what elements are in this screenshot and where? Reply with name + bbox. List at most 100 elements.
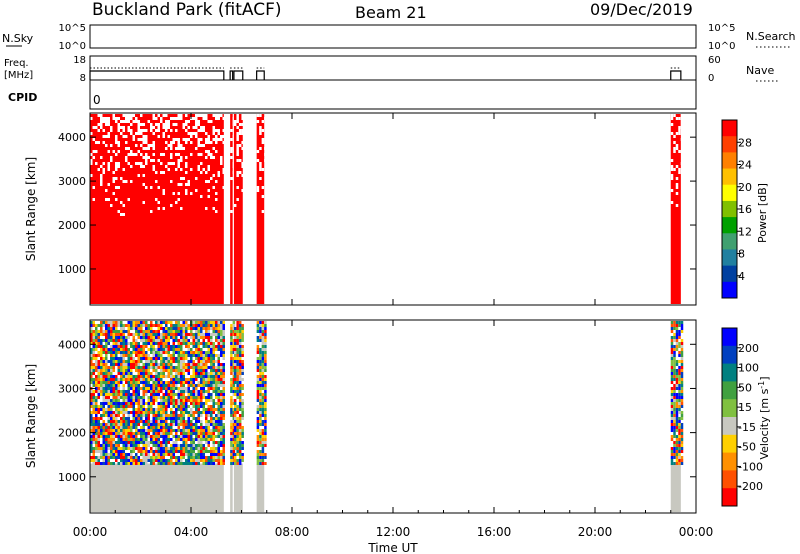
velocity-cell: [675, 408, 679, 411]
colorbar-swatch: [722, 470, 737, 489]
power-gap-cell: [261, 168, 265, 171]
velocity-cell: [264, 435, 267, 438]
velocity-cell: [110, 408, 113, 411]
velocity-cell: [230, 459, 233, 462]
velocity-cell: [112, 342, 115, 345]
velocity-cell: [200, 363, 203, 366]
velocity-cell: [130, 402, 133, 405]
velocity-cell: [107, 417, 110, 420]
velocity-cell: [182, 333, 185, 336]
velocity-cell: [259, 456, 262, 459]
velocity-cell: [122, 453, 125, 456]
velocity-cell: [264, 360, 267, 363]
velocity-cell: [112, 321, 115, 324]
power-gap-cell: [162, 126, 165, 129]
velocity-cell: [212, 354, 215, 357]
velocity-cell: [215, 456, 218, 459]
velocity-cell: [107, 396, 110, 399]
velocity-cell: [182, 378, 185, 381]
velocity-cell: [197, 393, 200, 396]
velocity-cell: [115, 393, 118, 396]
velocity-cell: [233, 336, 237, 339]
velocity-cell: [165, 417, 168, 420]
velocity-cell: [92, 357, 95, 360]
velocity-cell: [170, 426, 173, 429]
velocity-cell: [132, 324, 135, 327]
velocity-cell: [207, 366, 210, 369]
velocity-cell: [145, 441, 148, 444]
velocity-cell: [162, 351, 165, 354]
velocity-cell: [180, 339, 183, 342]
velocity-cell: [241, 429, 244, 432]
velocity-cell: [135, 426, 138, 429]
velocity-cell: [142, 447, 145, 450]
power-gap-cell: [137, 129, 140, 132]
velocity-cell: [132, 342, 135, 345]
velocity-cell: [197, 435, 200, 438]
power-gap-cell: [212, 129, 215, 132]
velocity-cell: [157, 402, 160, 405]
power-gap-cell: [220, 159, 223, 162]
velocity-cell: [125, 435, 128, 438]
velocity-cell: [110, 417, 113, 420]
velocity-cell: [232, 393, 236, 396]
velocity-cell: [135, 414, 138, 417]
velocity-cell: [259, 333, 262, 336]
velocity-cell: [112, 399, 115, 402]
power-gap-cell: [212, 207, 215, 210]
velocity-cell: [670, 393, 674, 396]
velocity-cell: [222, 444, 225, 447]
velocity-cell: [137, 462, 140, 465]
velocity-cell: [232, 402, 236, 405]
power-gap-cell: [137, 132, 140, 135]
velocity-cell: [220, 390, 223, 393]
velocity-cell: [150, 435, 153, 438]
velocity-cell: [155, 351, 158, 354]
velocity-cell: [670, 396, 674, 399]
velocity-cell: [127, 420, 130, 423]
velocity-cell: [241, 378, 244, 381]
velocity-cell: [107, 387, 110, 390]
power-gap-cell: [177, 138, 180, 141]
velocity-cell: [160, 390, 163, 393]
colorbar-swatch: [722, 168, 737, 186]
velocity-cell: [190, 420, 193, 423]
power-gap-cell: [177, 144, 180, 147]
velocity-cell: [170, 390, 173, 393]
velocity-cell: [135, 432, 138, 435]
velocity-cell: [182, 453, 185, 456]
velocity-cell: [261, 429, 265, 432]
velocity-cell: [107, 429, 110, 432]
velocity-cell: [167, 327, 170, 330]
velocity-cell: [180, 327, 183, 330]
velocity-cell: [670, 408, 674, 411]
power-gap-cell: [132, 153, 135, 156]
velocity-cell: [142, 321, 145, 324]
velocity-cell: [207, 456, 210, 459]
velocity-cell: [222, 354, 225, 357]
velocity-cell: [115, 342, 118, 345]
velocity-cell: [180, 438, 183, 441]
power-gap-cell: [185, 123, 188, 126]
velocity-cell: [125, 408, 128, 411]
velocity-cell: [678, 462, 681, 465]
power-gap-cell: [125, 141, 128, 144]
power-gap-cell: [670, 114, 674, 117]
velocity-cell: [102, 393, 105, 396]
velocity-cell: [187, 327, 190, 330]
velocity-cell: [97, 462, 100, 465]
power-gap-cell: [105, 144, 108, 147]
velocity-cell: [222, 426, 225, 429]
power-gap-cell: [241, 129, 244, 132]
velocity-cell: [172, 414, 175, 417]
velocity-cell: [170, 438, 173, 441]
velocity-cell: [185, 342, 188, 345]
velocity-cell: [157, 381, 160, 384]
velocity-cell: [162, 342, 165, 345]
velocity-cell: [167, 462, 170, 465]
power-gap-cell: [207, 135, 210, 138]
velocity-cell: [117, 453, 120, 456]
velocity-cell: [125, 393, 128, 396]
velocity-cell: [680, 357, 684, 360]
velocity-cell: [215, 324, 218, 327]
